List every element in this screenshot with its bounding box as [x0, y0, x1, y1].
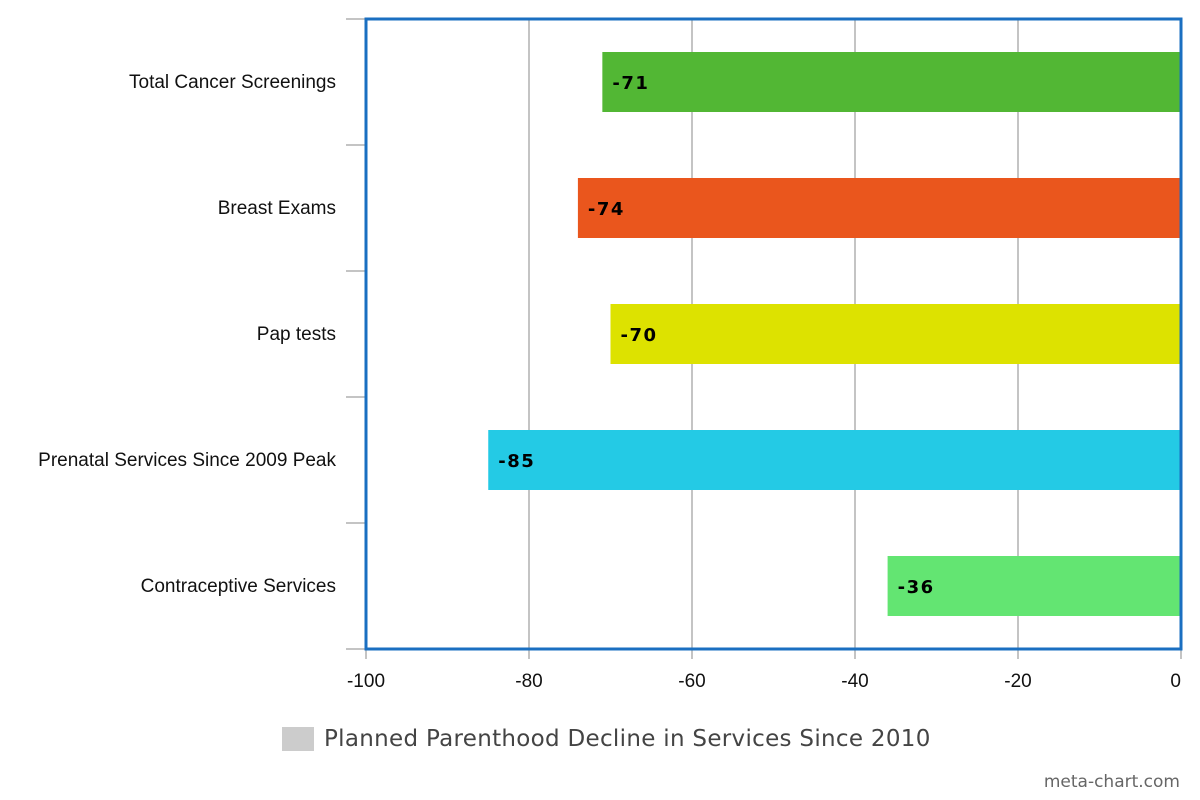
- legend[interactable]: Planned Parenthood Decline in Services S…: [282, 726, 931, 752]
- legend-swatch: [282, 727, 314, 751]
- plot-frame: [364, 17, 1183, 651]
- category-label: Total Cancer Screenings: [129, 72, 336, 93]
- x-tick-label: -60: [678, 671, 705, 692]
- bar: [610, 304, 1181, 364]
- legend-label: Planned Parenthood Decline in Services S…: [324, 726, 931, 752]
- data-label: -74: [588, 199, 625, 220]
- category-label: Prenatal Services Since 2009 Peak: [38, 450, 336, 471]
- category-label: Breast Exams: [218, 198, 336, 219]
- data-label: -85: [498, 451, 535, 472]
- category-label: Pap tests: [257, 324, 336, 345]
- x-tick-label: 0: [1170, 671, 1181, 692]
- data-label: -36: [898, 577, 935, 598]
- bar: [602, 52, 1181, 112]
- x-tick-label: -20: [1004, 671, 1031, 692]
- x-tick-label: -80: [515, 671, 542, 692]
- bar: [488, 430, 1181, 490]
- x-tick-label: -100: [347, 671, 385, 692]
- watermark: meta-chart.com: [1043, 772, 1180, 792]
- category-label: Contraceptive Services: [141, 576, 336, 597]
- data-label: -70: [621, 325, 658, 346]
- data-label: -71: [612, 73, 649, 94]
- bar: [887, 556, 1181, 616]
- x-tick-label: -40: [841, 671, 868, 692]
- bar: [577, 178, 1181, 238]
